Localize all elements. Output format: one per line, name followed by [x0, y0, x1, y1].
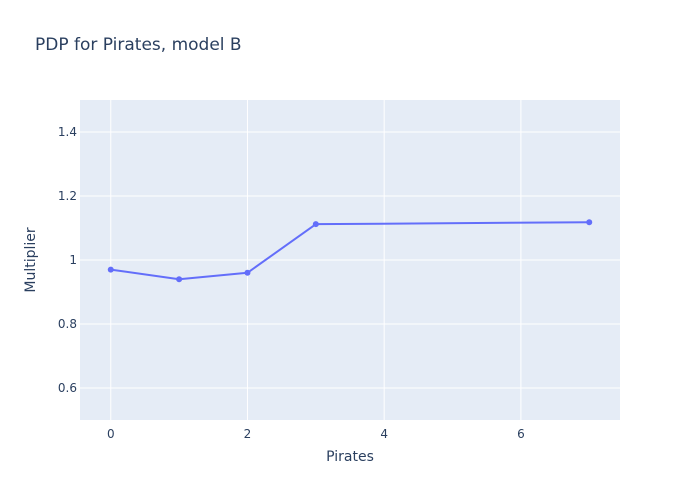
chart-title: PDP for Pirates, model B — [35, 35, 242, 55]
tick-labels: 0 2 4 6 0.6 0.8 1 1.2 1.4 — [58, 125, 525, 441]
y-tick-label: 1 — [69, 253, 77, 267]
y-tick-label: 0.6 — [58, 381, 77, 395]
series-layer — [107, 219, 593, 283]
x-axis-title: Pirates — [326, 449, 374, 465]
y-axis-title: Multiplier — [23, 227, 39, 293]
x-tick-label: 4 — [380, 427, 388, 441]
data-point[interactable] — [586, 219, 593, 226]
data-point[interactable] — [312, 221, 319, 228]
data-point[interactable] — [244, 269, 251, 276]
y-tick-label: 1.4 — [58, 125, 77, 139]
data-point[interactable] — [107, 266, 114, 273]
y-tick-label: 0.8 — [58, 317, 77, 331]
x-tick-label: 6 — [517, 427, 525, 441]
y-tick-label: 1.2 — [58, 189, 77, 203]
x-tick-label: 0 — [107, 427, 115, 441]
data-point[interactable] — [176, 276, 183, 283]
x-tick-label: 2 — [244, 427, 252, 441]
gridlines — [80, 100, 620, 420]
